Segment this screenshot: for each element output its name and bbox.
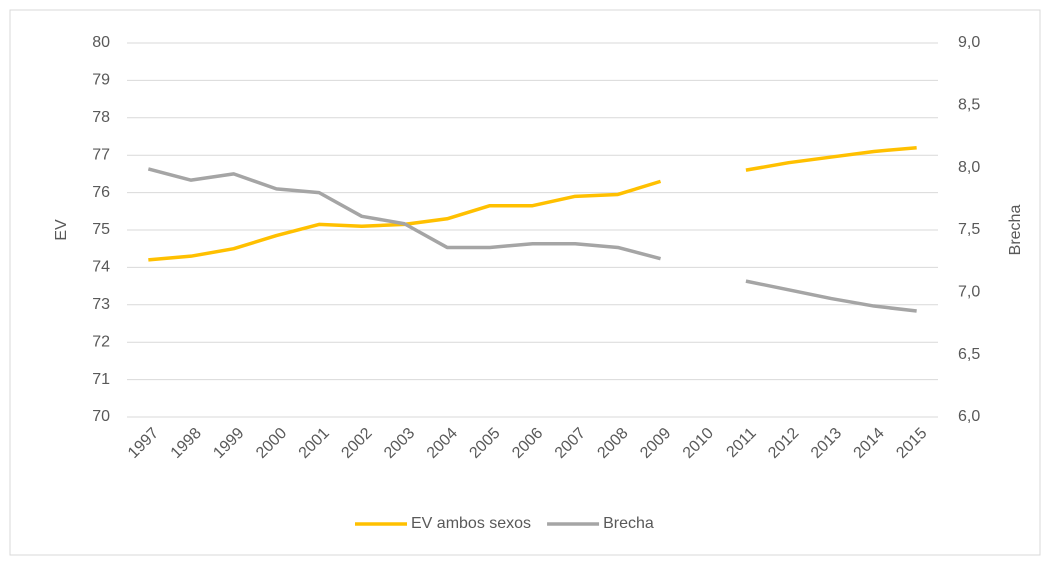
x-tick-label: 2009 [637, 425, 674, 462]
legend-label: Brecha [603, 515, 654, 532]
y-tick-label: 74 [92, 259, 110, 276]
x-tick-label: 2011 [723, 425, 759, 461]
y2-axis-label: Brecha [1007, 205, 1024, 256]
x-tick-label: 1998 [168, 425, 205, 462]
legend-label: EV ambos sexos [411, 515, 531, 532]
y2-tick-label: 9,0 [958, 34, 980, 51]
x-tick-label: 2007 [552, 425, 589, 462]
y-tick-label: 70 [92, 408, 110, 425]
y2-tick-label: 6,0 [958, 408, 980, 425]
y-tick-label: 71 [92, 371, 110, 388]
x-tick-label: 2013 [808, 425, 845, 462]
y2-tick-label: 7,0 [958, 284, 980, 301]
x-tick-label: 2002 [338, 425, 375, 462]
x-tick-label: 2010 [680, 425, 717, 462]
x-tick-label: 2015 [893, 425, 930, 462]
x-tick-label: 1999 [210, 425, 247, 462]
x-tick-label: 2012 [765, 425, 802, 462]
x-tick-label: 2000 [253, 425, 290, 462]
y2-tick-label: 6,5 [958, 346, 980, 363]
y-tick-label: 76 [92, 184, 110, 201]
x-tick-label: 2005 [466, 425, 503, 462]
x-tick-label: 2004 [424, 425, 461, 462]
y-tick-label: 77 [92, 146, 110, 163]
y2-tick-label: 8,0 [958, 159, 980, 176]
chart-border [9, 9, 1041, 556]
series-line [147, 167, 917, 313]
x-tick-label: 2008 [594, 425, 631, 462]
x-tick-label: 1997 [125, 425, 162, 462]
x-tick-label: 2014 [851, 425, 888, 462]
y2-tick-label: 8,5 [958, 97, 980, 114]
y-tick-label: 75 [92, 221, 110, 238]
y-tick-label: 72 [92, 333, 110, 350]
x-tick-label: 2001 [296, 425, 333, 462]
y-axis-label: EV [53, 219, 70, 241]
x-tick-label: 2006 [509, 425, 546, 462]
y-tick-label: 79 [92, 72, 110, 89]
x-tick-label: 2003 [381, 425, 418, 462]
y-tick-label: 80 [92, 34, 110, 51]
y-tick-label: 73 [92, 296, 110, 313]
y2-tick-label: 7,5 [958, 221, 980, 238]
y-tick-label: 78 [92, 109, 110, 126]
